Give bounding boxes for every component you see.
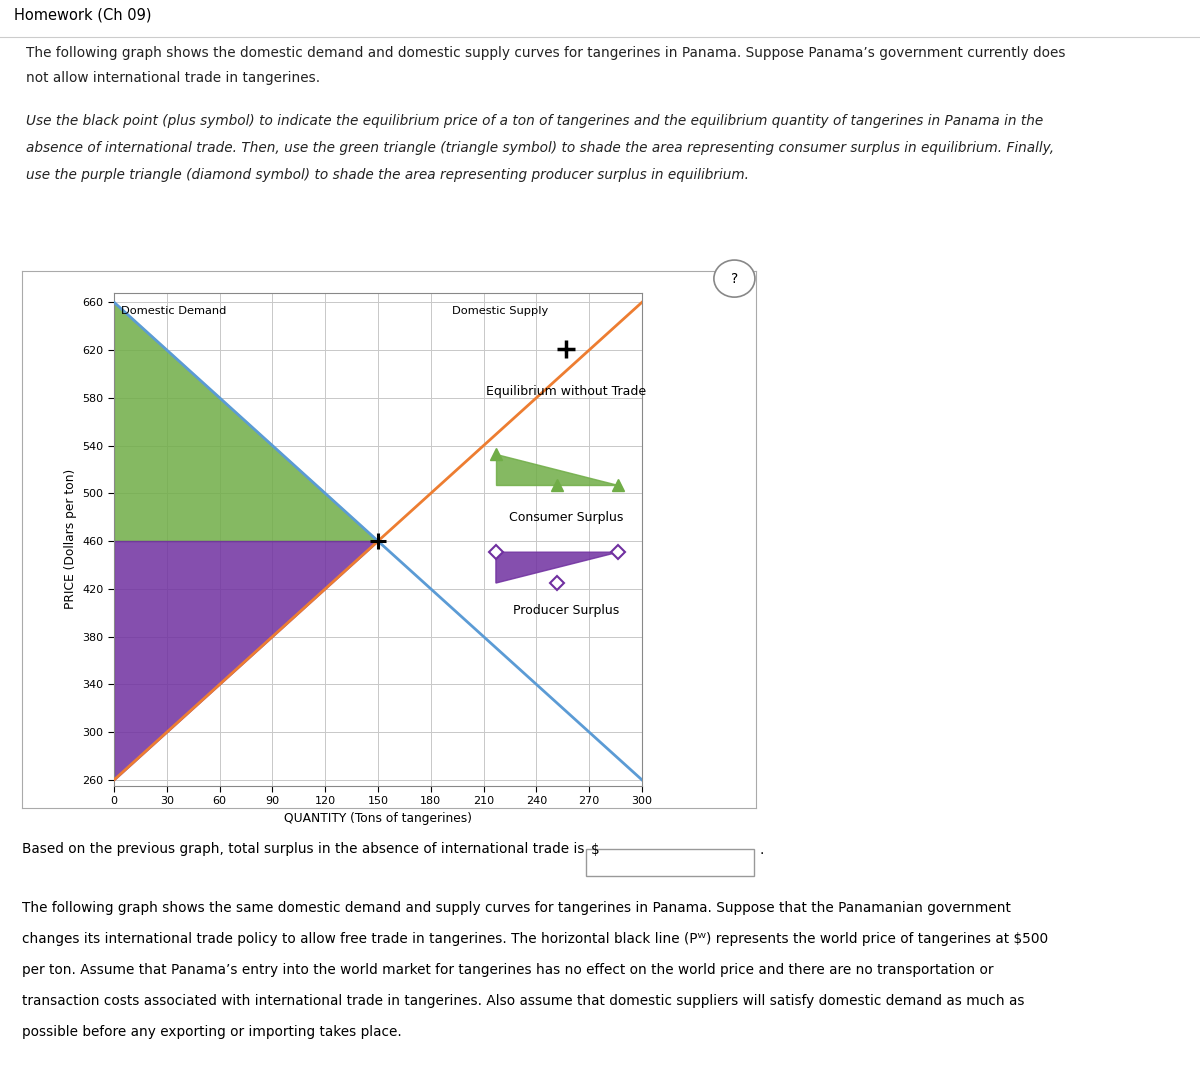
Text: absence of international trade. Then, use the green triangle (triangle symbol) t: absence of international trade. Then, us…	[26, 141, 1055, 155]
Text: changes its international trade policy to allow free trade in tangerines. The ho: changes its international trade policy t…	[22, 932, 1048, 946]
Text: possible before any exporting or importing takes place.: possible before any exporting or importi…	[22, 1024, 401, 1038]
Polygon shape	[114, 541, 378, 779]
Text: transaction costs associated with international trade in tangerines. Also assume: transaction costs associated with intern…	[22, 994, 1024, 1008]
Text: Domestic Supply: Domestic Supply	[452, 306, 548, 315]
Text: ?: ?	[731, 272, 738, 285]
Text: Based on the previous graph, total surplus in the absence of international trade: Based on the previous graph, total surpl…	[22, 842, 593, 856]
X-axis label: QUANTITY (Tons of tangerines): QUANTITY (Tons of tangerines)	[284, 812, 472, 825]
Text: Homework (Ch 09): Homework (Ch 09)	[14, 8, 152, 23]
Text: Use the black point (plus symbol) to indicate the equilibrium price of a ton of : Use the black point (plus symbol) to ind…	[26, 114, 1044, 128]
Polygon shape	[496, 552, 618, 583]
Text: use the purple triangle (diamond symbol) to shade the area representing producer: use the purple triangle (diamond symbol)…	[26, 168, 749, 182]
Text: Producer Surplus: Producer Surplus	[514, 604, 619, 617]
Y-axis label: PRICE (Dollars per ton): PRICE (Dollars per ton)	[64, 469, 77, 609]
Text: not allow international trade in tangerines.: not allow international trade in tangeri…	[26, 70, 320, 85]
Text: per ton. Assume that Panama’s entry into the world market for tangerines has no : per ton. Assume that Panama’s entry into…	[22, 963, 994, 977]
Text: .: .	[760, 843, 764, 857]
Polygon shape	[496, 454, 618, 486]
Text: Domestic Demand: Domestic Demand	[121, 306, 227, 315]
Circle shape	[714, 260, 755, 297]
Text: Consumer Surplus: Consumer Surplus	[509, 511, 624, 524]
FancyBboxPatch shape	[586, 849, 754, 876]
Text: The following graph shows the same domestic demand and supply curves for tangeri: The following graph shows the same domes…	[22, 901, 1010, 915]
Polygon shape	[114, 302, 378, 541]
Text: The following graph shows the domestic demand and domestic supply curves for tan: The following graph shows the domestic d…	[26, 47, 1066, 61]
Text: $: $	[590, 843, 599, 857]
Text: Equilibrium without Trade: Equilibrium without Trade	[486, 385, 647, 398]
